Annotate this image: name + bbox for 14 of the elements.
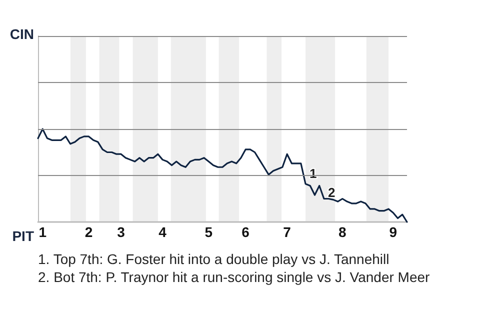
text: 1. Top 7th: G. Foster hit into a double play vs J. Tannehill [38, 251, 390, 267]
x-tick-label: 2 [84, 224, 93, 240]
x-tick-label: 5 [204, 224, 213, 240]
x-tick-label: 3 [117, 224, 126, 240]
text: CIN [10, 26, 34, 42]
x-tick-label: 7 [283, 224, 292, 240]
annotation: 2 [328, 184, 336, 200]
x-tick-label: 9 [389, 224, 398, 240]
x-tick-label: 1 [38, 224, 47, 240]
text: 2. Bot 7th: P. Traynor hit a run-scoring single vs J. Vander Meer [38, 269, 430, 285]
x-tick-label: 6 [242, 224, 250, 240]
x-tick-label: 8 [338, 224, 347, 240]
text: PIT [12, 228, 34, 244]
x-tick-label: 4 [158, 224, 167, 240]
